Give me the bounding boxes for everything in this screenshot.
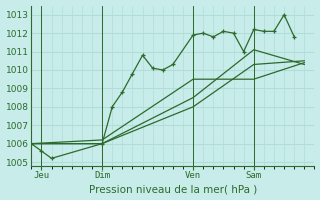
X-axis label: Pression niveau de la mer( hPa ): Pression niveau de la mer( hPa )	[89, 184, 257, 194]
